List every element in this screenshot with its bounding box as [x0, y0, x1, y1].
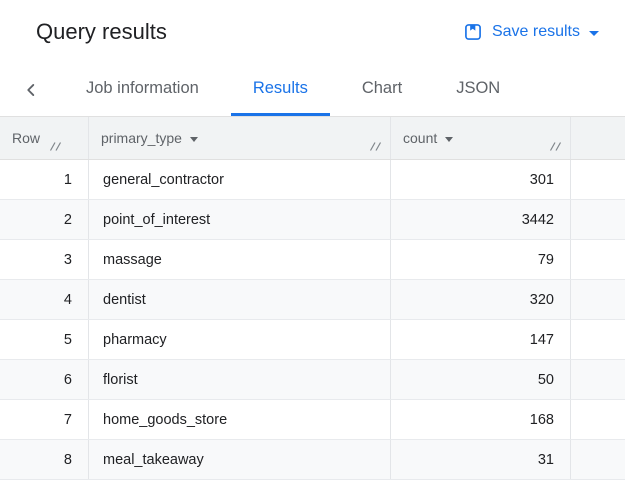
tab-job-information[interactable]: Job information — [86, 79, 199, 97]
column-menu-caret-icon[interactable] — [445, 136, 454, 142]
save-results-button[interactable]: Save results — [459, 16, 603, 48]
primary-type-cell: pharmacy — [88, 320, 390, 359]
spacer-cell — [570, 400, 625, 439]
primary-type-cell: home_goods_store — [88, 400, 390, 439]
count-cell: 147 — [390, 320, 570, 359]
tab-json[interactable]: JSON — [456, 79, 501, 97]
table-row: 8 meal_takeaway 31 — [0, 440, 625, 480]
spacer-cell — [570, 160, 625, 199]
column-resize-handle[interactable] — [548, 141, 562, 152]
table-row: 6 florist 50 — [0, 360, 625, 400]
results-table: Row primary_type count — [0, 116, 625, 480]
row-number-cell: 7 — [63, 411, 72, 428]
table-row: 4 dentist 320 — [0, 280, 625, 320]
count-cell: 31 — [390, 440, 570, 479]
column-label: count — [403, 130, 438, 146]
table-row: 5 pharmacy 147 — [0, 320, 625, 360]
table-header-row: Row primary_type count — [0, 116, 625, 160]
row-number-cell: 5 — [63, 331, 72, 348]
row-number-cell: 2 — [63, 211, 72, 228]
column-resize-handle[interactable] — [48, 141, 62, 152]
table-row: 7 home_goods_store 168 — [0, 400, 625, 440]
column-header-primary-type: primary_type — [88, 117, 390, 159]
column-header-count: count — [390, 117, 570, 159]
panel-header: Query results Save results — [0, 0, 625, 64]
column-menu-caret-icon[interactable] — [189, 136, 198, 142]
tab-chart[interactable]: Chart — [361, 79, 403, 97]
count-cell: 168 — [390, 400, 570, 439]
row-number-cell: 8 — [63, 451, 72, 468]
spacer-cell — [570, 320, 625, 359]
tab-bar: Job information Results Chart JSON — [0, 64, 625, 116]
column-header-row: Row — [0, 117, 88, 159]
page-title: Query results — [36, 19, 167, 44]
primary-type-cell: point_of_interest — [88, 200, 390, 239]
spacer-cell — [570, 440, 625, 479]
column-resize-handle[interactable] — [368, 141, 382, 152]
primary-type-cell: florist — [88, 360, 390, 399]
primary-type-cell: general_contractor — [88, 160, 390, 199]
row-number-cell: 1 — [63, 171, 72, 188]
spacer-cell — [570, 280, 625, 319]
column-label: Row — [12, 130, 41, 146]
column-label: primary_type — [101, 130, 182, 146]
table-row: 2 point_of_interest 3442 — [0, 200, 625, 240]
table-body: 1 general_contractor 301 2 point_of_inte… — [0, 160, 625, 480]
spacer-cell — [570, 240, 625, 279]
row-number-cell: 4 — [63, 291, 72, 308]
back-chevron-icon[interactable] — [8, 64, 54, 116]
table-row: 1 general_contractor 301 — [0, 160, 625, 200]
primary-type-cell: massage — [88, 240, 390, 279]
chevron-down-icon — [589, 30, 599, 36]
spacer-cell — [570, 360, 625, 399]
primary-type-cell: meal_takeaway — [88, 440, 390, 479]
count-cell: 50 — [390, 360, 570, 399]
count-cell: 301 — [390, 160, 570, 199]
count-cell: 79 — [390, 240, 570, 279]
count-cell: 3442 — [390, 200, 570, 239]
spacer-cell — [570, 200, 625, 239]
table-row: 3 massage 79 — [0, 240, 625, 280]
save-results-label: Save results — [491, 23, 580, 40]
column-header-spacer — [570, 117, 625, 159]
save-icon — [463, 22, 483, 42]
row-number-cell: 6 — [63, 371, 72, 388]
count-cell: 320 — [390, 280, 570, 319]
primary-type-cell: dentist — [88, 280, 390, 319]
row-number-cell: 3 — [63, 251, 72, 268]
tab-results[interactable]: Results — [230, 64, 330, 116]
